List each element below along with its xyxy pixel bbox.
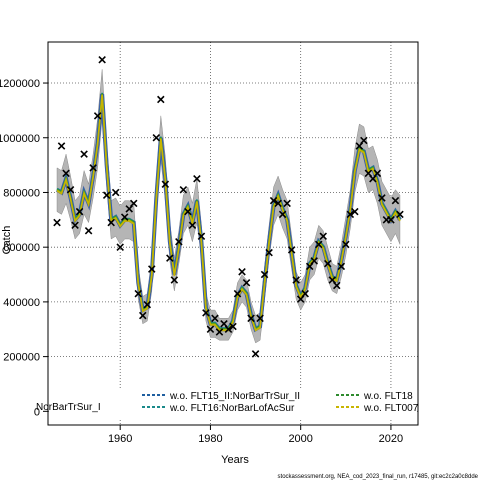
observed-point bbox=[157, 95, 165, 104]
y-tick-label: 0 bbox=[34, 406, 40, 418]
observed-point bbox=[310, 257, 318, 265]
y-tick-label: 200000 bbox=[3, 352, 40, 364]
observed-point bbox=[116, 243, 124, 251]
observed-point bbox=[170, 276, 179, 284]
observed-point bbox=[287, 246, 296, 254]
legend-background bbox=[49, 388, 417, 418]
observed-point bbox=[251, 350, 260, 358]
grid bbox=[48, 42, 418, 425]
observed-point bbox=[93, 112, 102, 120]
observed-point bbox=[53, 218, 61, 227]
legend-label: w.o. FLT007 bbox=[363, 403, 419, 414]
observed-point bbox=[278, 210, 287, 219]
observed-point bbox=[129, 199, 138, 208]
y-tick-label: 1000000 bbox=[0, 133, 40, 145]
y-tick-label: 600000 bbox=[3, 242, 40, 254]
plot-frame bbox=[47, 41, 419, 426]
observed-point bbox=[161, 180, 170, 189]
observed-point bbox=[98, 56, 106, 64]
observed-point bbox=[166, 254, 174, 262]
observed-point bbox=[57, 142, 66, 150]
observed-point bbox=[238, 268, 246, 276]
observed-point bbox=[66, 185, 75, 194]
observed-point bbox=[224, 325, 233, 334]
y-tick-label: 400000 bbox=[3, 297, 40, 309]
x-tick-label: 1960 bbox=[108, 433, 132, 445]
legend-label: w.o. FLT16:NorBarLofAcSur bbox=[169, 403, 295, 414]
observed-point bbox=[283, 199, 291, 208]
legend-entry: w.o. FLT15_II:NorBarTrSur_II bbox=[142, 391, 300, 402]
observed-point bbox=[107, 218, 115, 227]
observed-point bbox=[102, 191, 111, 199]
observed-point bbox=[274, 199, 282, 208]
observed-points bbox=[53, 56, 404, 358]
y-axis-title: Catch bbox=[1, 226, 13, 255]
legend: NorBarTrSur_I w.o. FLT15_II:NorBarTrSur_I… bbox=[36, 388, 419, 418]
observed-point bbox=[265, 248, 273, 257]
observed-point bbox=[215, 328, 224, 336]
observed-point bbox=[346, 210, 355, 219]
x-tick-label: 1980 bbox=[198, 433, 222, 445]
observed-point bbox=[111, 188, 120, 197]
observed-point bbox=[89, 164, 97, 172]
observed-point bbox=[373, 169, 382, 178]
observed-point bbox=[75, 207, 84, 216]
footer-text: stockassessment.org, NEA_cod_2023_final_… bbox=[278, 474, 479, 480]
observed-point bbox=[391, 196, 400, 205]
observed-point bbox=[337, 262, 346, 271]
observed-point bbox=[378, 194, 386, 202]
observed-point bbox=[71, 221, 79, 230]
observed-point bbox=[179, 185, 188, 194]
observed-point bbox=[134, 289, 143, 298]
axes: 1960 1980 2000 2020 0 200000 400000 600000 80000… bbox=[0, 41, 419, 445]
observed-point bbox=[202, 309, 210, 317]
legend-fragment: NorBarTrSur_I bbox=[36, 402, 101, 413]
y-tick-label: 800000 bbox=[3, 187, 40, 199]
observed-point bbox=[233, 289, 242, 298]
y-tick-label: 1200000 bbox=[0, 78, 40, 90]
legend-label: w.o. FLT18 bbox=[363, 391, 413, 402]
observed-point bbox=[247, 314, 255, 323]
observed-point bbox=[84, 226, 93, 235]
observed-point bbox=[184, 207, 192, 216]
legend-label: w.o. FLT15_II:NorBarTrSur_II bbox=[169, 391, 300, 402]
observed-point bbox=[256, 314, 264, 323]
observed-point bbox=[138, 311, 147, 320]
x-tick-label: 2000 bbox=[288, 433, 312, 445]
observed-point bbox=[80, 150, 88, 158]
observed-point bbox=[120, 213, 129, 221]
observed-point bbox=[323, 259, 332, 268]
legend-entry: w.o. FLT18 bbox=[336, 391, 413, 402]
observed-point bbox=[292, 276, 300, 284]
observed-point bbox=[396, 210, 404, 219]
observed-point bbox=[301, 289, 309, 298]
observed-point bbox=[333, 281, 341, 290]
observed-point bbox=[188, 221, 197, 230]
legend-entry: w.o. FLT16:NorBarLofAcSur bbox=[142, 403, 295, 414]
observed-point bbox=[206, 325, 215, 334]
observed-point bbox=[319, 232, 328, 241]
observed-point bbox=[197, 232, 206, 241]
observed-point bbox=[387, 216, 395, 224]
observed-point bbox=[351, 207, 359, 216]
observed-point bbox=[175, 237, 183, 246]
observed-point bbox=[62, 169, 70, 178]
x-axis-title: Years bbox=[221, 454, 249, 466]
observed-point bbox=[342, 240, 350, 249]
observed-point bbox=[269, 196, 278, 205]
observed-point bbox=[260, 270, 269, 279]
x-tick-label: 2020 bbox=[379, 433, 403, 445]
legend-entry: w.o. FLT007 bbox=[336, 403, 419, 414]
observed-point bbox=[229, 322, 237, 331]
observed-point bbox=[148, 265, 156, 273]
observed-point bbox=[143, 300, 152, 309]
observed-point bbox=[360, 136, 368, 145]
observed-point bbox=[211, 314, 219, 323]
observed-point bbox=[242, 278, 251, 287]
observed-point bbox=[314, 240, 323, 249]
observed-point bbox=[193, 175, 201, 183]
observed-point bbox=[152, 133, 161, 142]
